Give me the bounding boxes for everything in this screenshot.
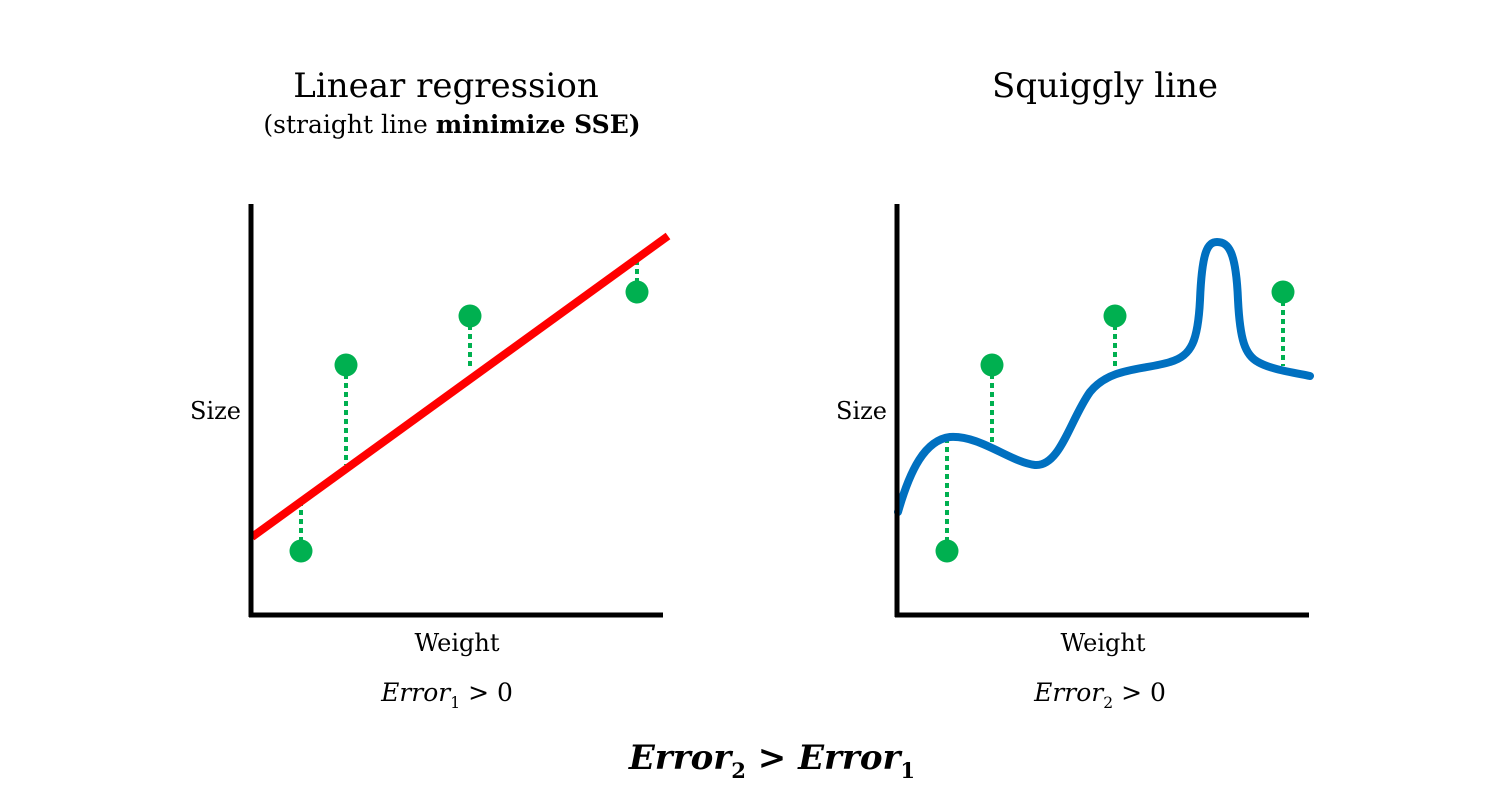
linear-regression-panel: Linear regression (straight line minimiz… (190, 66, 671, 712)
squiggly-line-panel: Squiggly line Size Weight Error2 > 0 (836, 66, 1314, 712)
linear-panel-title: Linear regression (293, 66, 598, 106)
error-relation: > 0 (460, 678, 513, 707)
error-symbol: Error (1033, 678, 1105, 707)
linear-data-points (289, 280, 649, 563)
linear-fit-line (249, 232, 671, 541)
squiggly-fit-curve (894, 238, 1314, 516)
squiggly-data-points (935, 280, 1295, 563)
linear-error-expression: Error1 > 0 (380, 678, 513, 712)
subtitle-plain-part: (straight line (263, 110, 435, 139)
data-point (625, 280, 649, 304)
squiggly-residuals (945, 292, 1285, 551)
comparison-right-subscript: 1 (900, 758, 915, 783)
comparison-left-subscript: 2 (731, 758, 746, 783)
squiggly-x-axis-label: Weight (1060, 629, 1145, 657)
data-point (1103, 304, 1127, 328)
comparison-operator: > (746, 738, 798, 778)
data-point (1271, 280, 1295, 304)
linear-y-axis-label: Size (190, 397, 241, 425)
data-point (980, 353, 1004, 377)
squiggly-panel-title: Squiggly line (992, 66, 1218, 106)
linear-x-axis-label: Weight (414, 629, 499, 657)
error-comparison-expression: Error2 > Error1 (628, 738, 915, 783)
data-point (458, 304, 482, 328)
error-relation: > 0 (1113, 678, 1166, 707)
error-subscript: 1 (450, 694, 460, 712)
error-subscript: 2 (1103, 694, 1113, 712)
data-point (334, 353, 358, 377)
squiggly-error-expression: Error2 > 0 (1033, 678, 1166, 712)
error-symbol: Error (380, 678, 452, 707)
linear-panel-subtitle: (straight line minimize SSE) (263, 110, 640, 139)
data-point (289, 539, 313, 563)
subtitle-bold-part: minimize SSE) (436, 110, 641, 139)
linear-residuals (299, 256, 639, 551)
comparison-left-symbol: Error (628, 738, 733, 778)
squiggly-y-axis-label: Size (836, 397, 887, 425)
data-point (935, 539, 959, 563)
comparison-right-symbol: Error (797, 738, 902, 778)
